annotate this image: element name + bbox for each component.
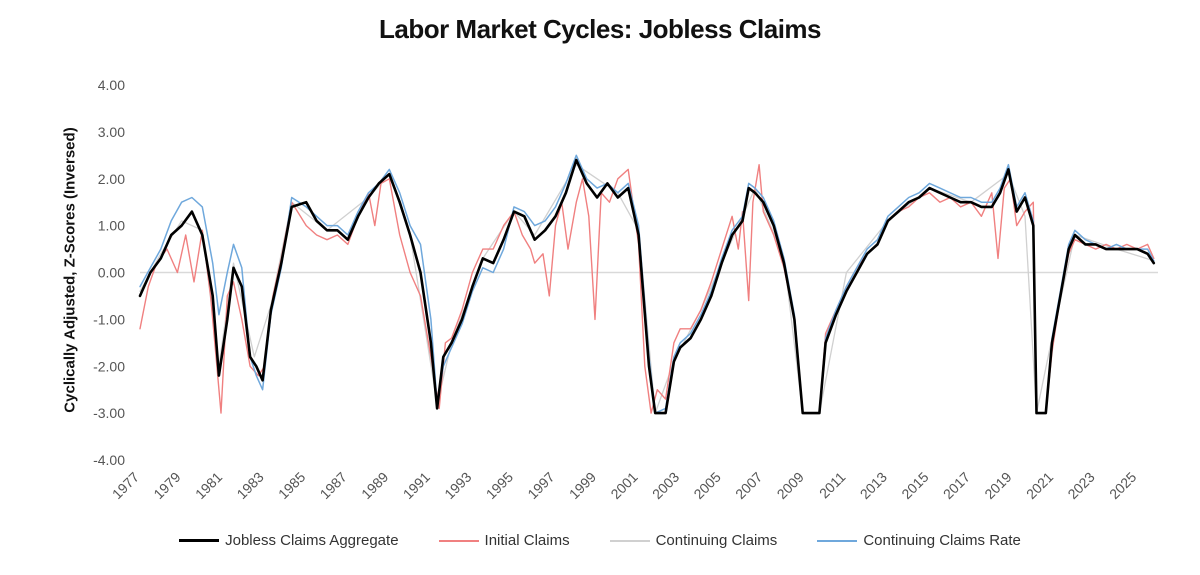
x-tick-label: 2019 — [981, 469, 1014, 502]
x-tick-label: 1997 — [524, 469, 557, 502]
y-tick-label: 2.00 — [98, 171, 125, 187]
series-lines — [138, 154, 1156, 415]
legend-item: Jobless Claims Aggregate — [179, 532, 399, 549]
x-tick-label: 2013 — [857, 469, 890, 502]
legend-swatch-initial — [438, 539, 479, 542]
y-tick-label: 0.00 — [98, 265, 125, 281]
x-tick-label: 1977 — [109, 469, 142, 502]
x-tick-labels: 1977 1979 1981 1983 1985 1987 1989 1991 1993 1995… — [109, 469, 1140, 502]
legend-item: Continuing Claims Rate — [817, 532, 1021, 549]
y-tick-label: -4.00 — [93, 452, 125, 468]
legend-item: Continuing Claims — [609, 532, 778, 549]
series-line-rate — [139, 154, 1155, 414]
y-tick-label: -3.00 — [93, 405, 125, 421]
legend-label-continuing: Continuing Claims — [655, 532, 778, 549]
legend-label-aggregate: Jobless Claims Aggregate — [225, 532, 399, 549]
legend-item: Initial Claims — [438, 532, 570, 549]
legend-swatch-rate — [817, 539, 858, 542]
y-tick-label: -2.00 — [93, 358, 125, 374]
legend: Jobless Claims Aggregate Initial Claims … — [0, 532, 1200, 549]
x-tick-label: 1983 — [233, 469, 266, 502]
y-tick-label: 3.00 — [98, 124, 125, 140]
x-tick-label: 2021 — [1023, 469, 1056, 502]
y-tick-labels: 4.00 3.00 2.00 1.00 0.00 -1.00 -2.00 -3.00 -4.00 — [93, 77, 125, 468]
x-tick-label: 2005 — [690, 469, 723, 502]
x-tick-label: 1987 — [317, 469, 350, 502]
y-tick-label: -1.00 — [93, 311, 125, 327]
x-tick-label: 2007 — [732, 469, 765, 502]
y-tick-label: 4.00 — [98, 77, 125, 93]
legend-label-rate: Continuing Claims Rate — [863, 532, 1021, 549]
series-line-initial — [139, 163, 1155, 414]
x-tick-label: 1979 — [150, 469, 183, 502]
chart-title: Labor Market Cycles: Jobless Claims — [378, 14, 822, 44]
series-line-aggregate — [138, 158, 1156, 415]
x-tick-label: 1993 — [441, 469, 474, 502]
x-tick-label: 1995 — [483, 469, 516, 502]
x-tick-label: 1989 — [358, 469, 391, 502]
x-tick-label: 1999 — [566, 469, 599, 502]
x-tick-label: 2023 — [1064, 469, 1097, 502]
x-tick-label: 2011 — [816, 469, 849, 502]
x-tick-label: 2015 — [898, 469, 931, 502]
x-tick-label: 2025 — [1106, 469, 1139, 502]
legend-label-initial: Initial Claims — [484, 532, 570, 549]
x-tick-label: 2001 — [607, 469, 640, 502]
y-tick-label: 1.00 — [98, 218, 125, 234]
x-tick-label: 1985 — [275, 469, 308, 502]
x-tick-label: 1981 — [192, 469, 225, 502]
x-tick-label: 2009 — [774, 469, 807, 502]
legend-swatch-continuing — [609, 539, 650, 542]
x-tick-label: 2003 — [649, 469, 682, 502]
series-line-continuing — [139, 164, 1155, 414]
x-tick-label: 2017 — [940, 469, 973, 502]
x-tick-label: 1991 — [400, 469, 433, 502]
legend-swatch-aggregate — [179, 539, 220, 542]
